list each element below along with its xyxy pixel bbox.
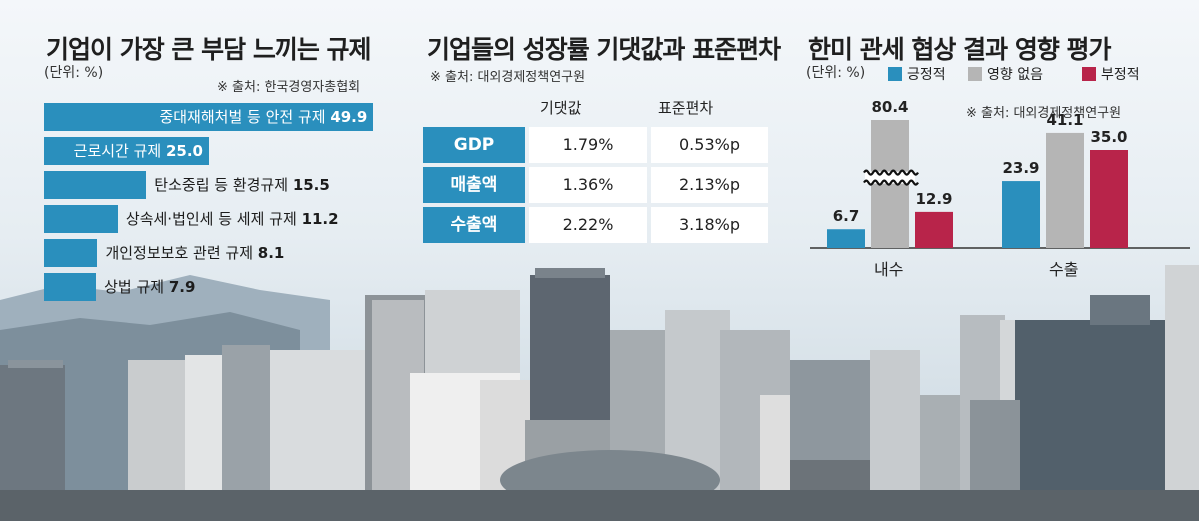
chart1-source: ※ 출처: 한국경영자총협회	[217, 80, 361, 95]
chart1-bar-label: 상속세·법인세 등 세제 규제 11.2	[126, 205, 339, 233]
chart1-bar	[44, 205, 118, 233]
chart3-title: 한미 관세 협상 결과 영향 평가	[808, 35, 1112, 64]
table-cell-expected: 2.22%	[529, 207, 647, 243]
chart3-unit: (단위: %)	[806, 65, 866, 81]
legend-label: 부정적	[1101, 67, 1140, 83]
table-cell-expected: 1.79%	[529, 127, 647, 163]
chart3-plot	[810, 120, 1190, 249]
chart1-bar-label: 상법 규제 7.9	[104, 273, 195, 301]
chart3-value-label: 80.4	[871, 98, 909, 116]
chart1-value-label: 11.2	[301, 210, 339, 228]
chart1-category-label: 상속세·법인세 등 세제 규제	[125, 210, 302, 228]
chart3-bar	[915, 211, 953, 248]
table-cell-expected: 1.36%	[529, 167, 647, 203]
chart3-value-label: 41.1	[1046, 110, 1084, 129]
table-title: 기업들의 성장률 기댓값과 표준편차	[427, 35, 781, 64]
chart3-bar	[1046, 132, 1084, 248]
chart1-bar	[44, 273, 97, 301]
chart1-bar-label: 근로시간 규제 25.0	[44, 137, 203, 165]
chart1-category-label: 개인정보보호 관련 규제	[105, 244, 258, 262]
chart1-title: 기업이 가장 큰 부담 느끼는 규제	[46, 35, 372, 64]
chart1-value-label: 15.5	[292, 176, 330, 194]
axis-break-mark	[863, 169, 919, 186]
table-row: GDP 1.79% 0.53%p	[423, 127, 768, 163]
chart1-bar-label: 중대재해처벌 등 안전 규제 49.9	[44, 103, 367, 131]
chart1-unit: (단위: %)	[44, 65, 104, 81]
chart3-value-label: 35.0	[1090, 128, 1128, 146]
table-source: ※ 출처: 대외경제정책연구원	[430, 70, 586, 85]
legend-swatch	[1082, 67, 1096, 81]
chart1-category-label: 중대재해처벌 등 안전 규제	[159, 108, 331, 126]
table-row-label: 수출액	[423, 207, 525, 243]
chart3-bar	[1002, 181, 1040, 248]
legend-swatch	[968, 67, 982, 81]
chart1-bar-label: 개인정보보호 관련 규제 8.1	[105, 239, 284, 267]
chart1-value-label: 49.9	[330, 108, 368, 126]
chart1-bar-label: 탄소중립 등 환경규제 15.5	[154, 171, 330, 199]
chart1-bar	[44, 137, 209, 165]
table-row: 수출액 2.22% 3.18%p	[423, 207, 768, 243]
chart3-bar	[827, 229, 865, 248]
chart1-value-label: 7.9	[168, 278, 196, 296]
chart1-category-label: 근로시간 규제	[73, 142, 166, 160]
chart3-value-label: 6.7	[832, 207, 860, 226]
chart1-bar	[44, 171, 147, 199]
chart1-bar	[44, 103, 374, 131]
legend-label: 긍정적	[907, 67, 946, 83]
legend-swatch	[888, 67, 902, 81]
table-row-label: GDP	[423, 127, 525, 163]
table-col-expected: 기댓값	[540, 99, 582, 117]
table-cell-stddev: 0.53%p	[651, 127, 768, 163]
chart3-bar	[1090, 150, 1128, 248]
chart3-category-label: 내수	[874, 260, 904, 279]
chart1-category-label: 상법 규제	[104, 278, 169, 296]
chart1-category-label: 탄소중립 등 환경규제	[154, 176, 293, 194]
chart1-bar	[44, 239, 98, 267]
table-row-label: 매출액	[423, 167, 525, 203]
table-cell-stddev: 2.13%p	[651, 167, 768, 203]
chart3-source: ※ 출처: 대외경제정책연구원	[966, 106, 1122, 121]
chart1-value-label: 8.1	[257, 244, 285, 262]
chart1-value-label: 25.0	[165, 142, 203, 160]
table-row: 매출액 1.36% 2.13%p	[423, 167, 768, 203]
chart3-value-label: 23.9	[1002, 159, 1040, 178]
chart3-category-label: 수출	[1049, 260, 1079, 279]
table-cell-stddev: 3.18%p	[651, 207, 768, 243]
legend-label: 영향 없음	[987, 67, 1043, 83]
chart3-value-label: 12.9	[915, 189, 953, 208]
table-col-stddev: 표준편차	[658, 99, 714, 117]
